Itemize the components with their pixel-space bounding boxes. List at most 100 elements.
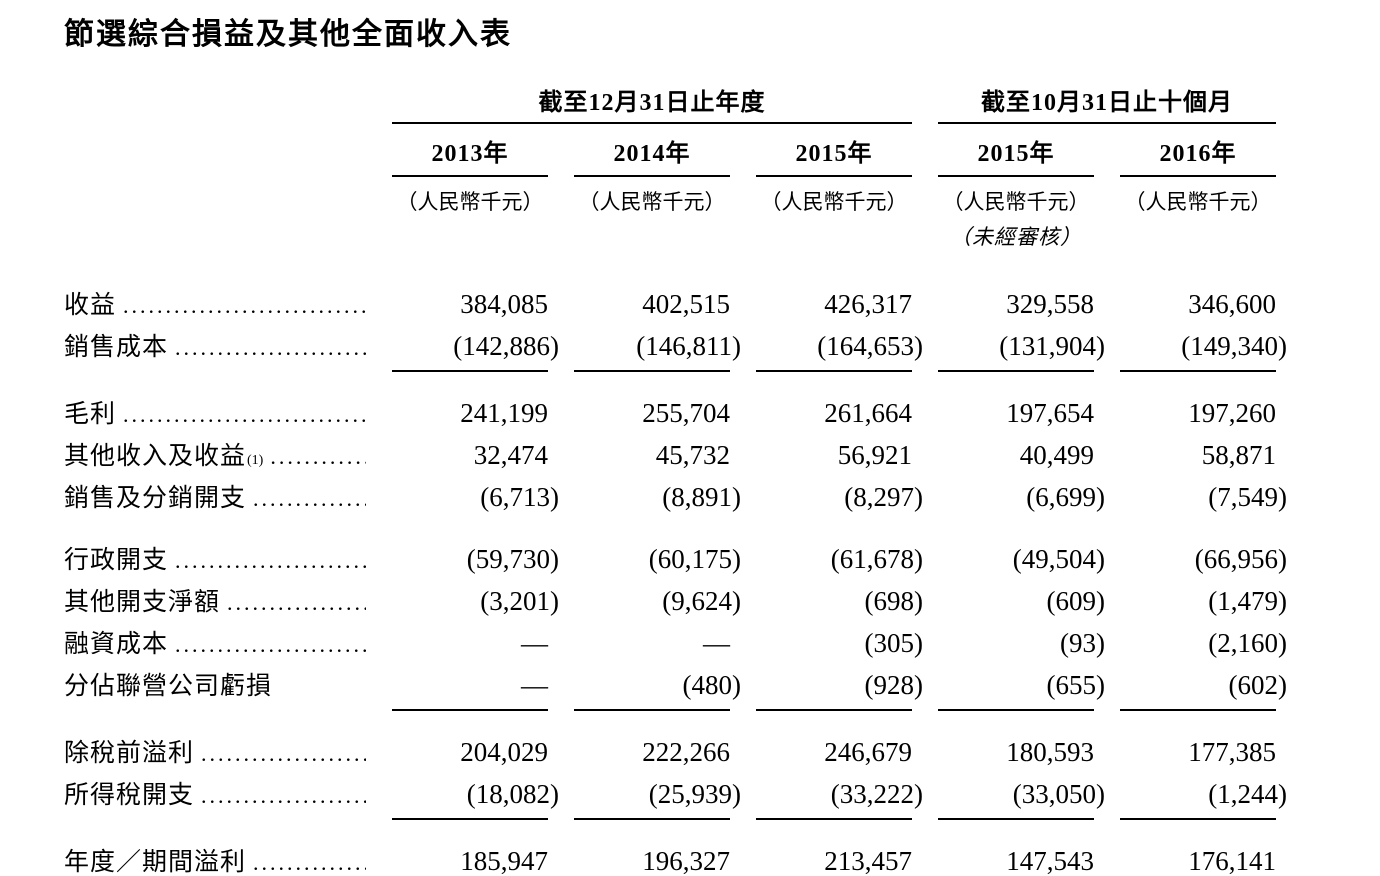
row-value: (1,479): [1208, 585, 1287, 616]
table-row: 毛利 241,199 255,704 261,664 197,654 197,260: [64, 392, 1380, 434]
table-row: 除稅前溢利 204,029 222,266 246,679 180,593 177,38…: [64, 731, 1380, 773]
row-label: 融資成本: [64, 624, 366, 666]
subtotal-rule: [574, 708, 730, 711]
unit-header-row: （人民幣千元） （人民幣千元） （人民幣千元） （人民幣千元） （人民幣千元）: [64, 186, 1380, 216]
row-value: 261,664: [824, 397, 912, 428]
row-label-text: 收益: [64, 291, 117, 319]
row-value: (149,340): [1181, 330, 1287, 361]
row-label: 行政開支: [64, 540, 366, 582]
row-value: 45,732: [655, 439, 730, 470]
dot-leader: [175, 540, 366, 582]
dot-leader: [270, 436, 366, 478]
dot-leader: [253, 478, 366, 520]
table-row: 所得稅開支 (18,082) (25,939) (33,222) (33,050) (1…: [64, 773, 1380, 815]
row-value: (2,160): [1208, 627, 1287, 658]
row-label-text: 年度／期間溢利: [64, 848, 247, 876]
row-value: (305): [864, 627, 923, 658]
subtotal-rule: [574, 369, 730, 372]
table-row: 收益 384,085 402,515 426,317 329,558 346,600: [64, 283, 1380, 325]
row-value: 241,199: [460, 397, 548, 428]
subtotal-rule: [1120, 369, 1276, 372]
row-label-text: 分佔聯營公司虧損: [64, 672, 273, 700]
row-label: 其他開支淨額: [64, 582, 366, 624]
row-value: 222,266: [642, 736, 730, 767]
rule-row: [64, 708, 1380, 711]
dot-leader: [201, 733, 366, 775]
row-value: (25,939): [648, 778, 741, 809]
dot-leader: [201, 775, 366, 817]
row-label-text: 除稅前溢利: [64, 739, 195, 767]
column-group-year-ended: 截至12月31日止年度: [392, 82, 912, 124]
unit-label: （人民幣千元）: [942, 189, 1090, 214]
row-value: (49,504): [1012, 543, 1105, 574]
row-value: (33,222): [830, 778, 923, 809]
year-header-2014: 2014年: [574, 133, 730, 177]
row-value: (60,175): [648, 543, 741, 574]
subtotal-rule: [574, 817, 730, 820]
row-label-text: 融資成本: [64, 630, 169, 658]
row-value: (8,891): [662, 481, 741, 512]
table-header: 截至12月31日止年度 截至10月31日止十個月 2013年 2014年 201…: [64, 82, 1380, 251]
row-label-text: 銷售及分銷開支: [64, 484, 247, 512]
subtotal-rule: [392, 369, 548, 372]
row-label-text: 毛利: [64, 400, 117, 428]
table-row: 銷售及分銷開支 (6,713) (8,891) (8,297) (6,699) (7,5…: [64, 476, 1380, 518]
row-value: (7,549): [1208, 481, 1287, 512]
row-label-text: 行政開支: [64, 546, 169, 574]
row-value: (59,730): [466, 543, 559, 574]
page-title: 節選綜合損益及其他全面收入表: [64, 18, 512, 51]
subtotal-rule: [938, 369, 1094, 372]
row-label: 分佔聯營公司虧損: [64, 666, 366, 708]
row-value: (9,624): [662, 585, 741, 616]
column-group-ten-months: 截至10月31日止十個月: [938, 82, 1276, 124]
row-value: 426,317: [824, 288, 912, 319]
subtotal-rule: [392, 708, 548, 711]
year-header-row: 2013年 2014年 2015年 2015年 2016年: [64, 133, 1380, 177]
row-label: 年度／期間溢利: [64, 842, 366, 876]
row-value: —: [521, 669, 548, 700]
row-value: —: [703, 627, 730, 658]
row-value: 177,385: [1188, 736, 1276, 767]
row-value: (142,886): [453, 330, 559, 361]
unit-label: （人民幣千元）: [760, 189, 908, 214]
year-header-2016: 2016年: [1120, 133, 1276, 177]
unaudited-note: （未經審核）: [950, 224, 1082, 249]
row-value: 346,600: [1188, 288, 1276, 319]
row-value: 196,327: [642, 845, 730, 876]
row-value: (18,082): [466, 778, 559, 809]
row-label-text: 其他開支淨額: [64, 588, 221, 616]
row-value: 40,499: [1019, 439, 1094, 470]
row-value: 56,921: [837, 439, 912, 470]
subtotal-rule: [756, 708, 912, 711]
row-value: 58,871: [1201, 439, 1276, 470]
year-header-2015-10m: 2015年: [938, 133, 1094, 177]
row-value: (61,678): [830, 543, 923, 574]
table-row: 分佔聯營公司虧損 — (480) (928) (655) (602): [64, 664, 1380, 706]
row-value: (131,904): [999, 330, 1105, 361]
row-value: (6,713): [480, 481, 559, 512]
table-row: 融資成本 — — (305) (93) (2,160): [64, 622, 1380, 664]
row-value: (1,244): [1208, 778, 1287, 809]
unit-label: （人民幣千元）: [578, 189, 726, 214]
row-label: 所得稅開支: [64, 775, 366, 817]
row-value: (66,956): [1194, 543, 1287, 574]
row-value: (164,653): [817, 330, 923, 361]
row-value: (698): [864, 585, 923, 616]
row-value: (33,050): [1012, 778, 1105, 809]
row-label-text: 其他收入及收益: [64, 442, 247, 470]
row-label: 銷售成本: [64, 327, 366, 369]
row-value: (609): [1046, 585, 1105, 616]
row-value: (8,297): [844, 481, 923, 512]
row-value: 246,679: [824, 736, 912, 767]
subtotal-rule: [756, 369, 912, 372]
subtotal-rule: [1120, 708, 1276, 711]
dot-leader: [253, 842, 366, 876]
row-value: (602): [1228, 669, 1287, 700]
dot-leader: [175, 624, 366, 666]
dot-leader: [227, 582, 366, 624]
row-value: 255,704: [642, 397, 730, 428]
subtotal-rule: [938, 817, 1094, 820]
table-row: 其他開支淨額 (3,201) (9,624) (698) (609) (1,479): [64, 580, 1380, 622]
row-value: (6,699): [1026, 481, 1105, 512]
